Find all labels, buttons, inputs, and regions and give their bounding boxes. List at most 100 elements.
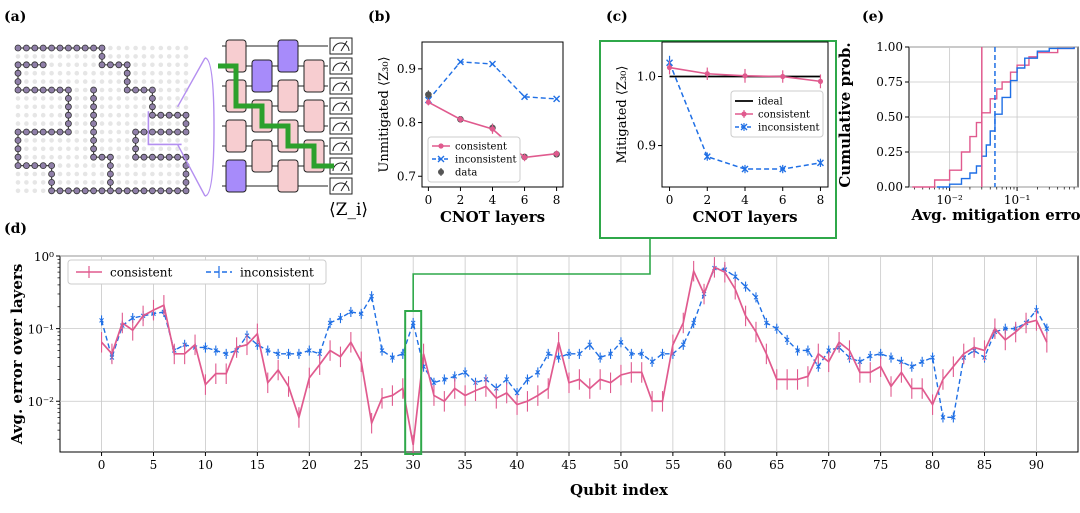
marker-consistent — [817, 78, 824, 84]
x-tick-label: 55 — [665, 458, 680, 472]
qubit-site — [73, 44, 81, 52]
background-site — [141, 70, 147, 76]
y-axis-label: Unmitigated ⟨Z₃₀⟩ — [377, 56, 392, 172]
measurement — [329, 157, 353, 175]
background-site — [24, 138, 29, 143]
background-site — [175, 62, 180, 68]
background-site — [40, 112, 46, 118]
background-site — [99, 146, 105, 152]
background-site — [108, 146, 113, 152]
background-site — [74, 54, 80, 59]
x-tick-label: 35 — [457, 458, 472, 472]
marker-inconsistent — [379, 348, 385, 353]
qubit-site — [14, 69, 22, 77]
qubit-site — [31, 86, 39, 94]
lattice-highlight — [147, 111, 182, 146]
qubit-site — [182, 187, 190, 195]
background-site — [175, 54, 180, 59]
marker-inconsistent — [1002, 326, 1008, 331]
background-site — [24, 146, 29, 152]
qubit-site — [182, 120, 190, 127]
panel-label-c: (c) — [606, 9, 628, 25]
background-site — [141, 121, 147, 126]
background-site — [99, 87, 105, 93]
lattice-zoom-lines — [176, 57, 206, 197]
qubit-site — [98, 187, 106, 195]
x-tick-label: 0 — [98, 458, 106, 472]
background-site — [124, 104, 130, 110]
marker-consistent — [489, 126, 496, 132]
marker-inconsistent — [587, 342, 593, 348]
qubit-site — [107, 162, 114, 170]
y-tick-label: 1.00 — [876, 40, 903, 54]
x-tick-label: 15 — [250, 458, 265, 472]
background-site — [82, 54, 88, 59]
marker-inconsistent — [888, 355, 894, 360]
marker-inconsistent — [618, 339, 624, 345]
background-site — [82, 171, 88, 177]
qubit-site — [140, 128, 148, 136]
background-site — [74, 171, 80, 177]
two-qubit-gate — [251, 59, 273, 93]
background-site — [133, 70, 138, 76]
qubit-site — [157, 128, 165, 136]
panel-label-d: (d) — [4, 221, 27, 237]
meter-needle-icon — [340, 80, 348, 92]
background-site — [15, 188, 21, 194]
meter-needle-icon — [340, 120, 348, 132]
y-tick-label: 0.00 — [876, 180, 903, 194]
background-site — [57, 104, 63, 110]
qubit-site — [65, 128, 72, 136]
background-site — [74, 138, 80, 143]
background-site — [116, 146, 122, 152]
legend-label-inconsistent: inconsistent — [758, 123, 820, 134]
qubit-site — [174, 153, 182, 161]
background-site — [15, 54, 21, 59]
marker-inconsistent — [1034, 307, 1039, 313]
background-site — [57, 121, 63, 126]
marker-inconsistent — [815, 364, 821, 369]
background-site — [82, 87, 88, 93]
marker-consistent — [457, 116, 464, 122]
qubit-site — [107, 61, 114, 69]
qubit-site — [123, 86, 131, 94]
expectation-operator-label: ⟨Z_i⟩ — [329, 200, 368, 220]
x-tick-label: 60 — [717, 458, 732, 472]
marker-inconsistent — [930, 355, 935, 360]
qubit-site — [148, 187, 156, 195]
qubit-site — [165, 128, 173, 136]
x-tick-label: 40 — [509, 458, 524, 472]
qubit-site — [65, 120, 72, 127]
marker-inconsistent — [462, 369, 468, 375]
background-site — [57, 163, 63, 168]
y-tick-label: 10⁰ — [34, 250, 54, 264]
background-site — [166, 146, 172, 152]
x-tick-label: 4 — [741, 193, 749, 207]
background-site — [24, 112, 29, 118]
background-site — [116, 112, 122, 118]
measurement — [329, 77, 353, 95]
qubit-site — [148, 153, 156, 161]
background-site — [124, 96, 130, 101]
qubit-site — [132, 128, 140, 136]
background-site — [166, 79, 172, 84]
background-site — [32, 154, 38, 160]
background-site — [124, 112, 130, 118]
marker-inconsistent — [456, 58, 464, 66]
legend: consistent inconsistent data — [427, 136, 521, 183]
legend-label-inconsistent: inconsistent — [240, 266, 314, 280]
qubit-site — [148, 103, 156, 111]
background-site — [82, 104, 88, 110]
qubit-site — [90, 44, 97, 52]
background-site — [133, 104, 138, 110]
background-site — [166, 121, 172, 126]
qubit-site — [39, 162, 47, 170]
background-site — [141, 54, 147, 59]
two-qubit-gate — [277, 79, 299, 113]
qubit-site — [48, 162, 55, 170]
background-site — [150, 146, 155, 152]
qubit-site — [107, 187, 114, 195]
qubit-site — [56, 86, 64, 94]
background-site — [116, 129, 122, 135]
legend-box — [730, 90, 824, 138]
